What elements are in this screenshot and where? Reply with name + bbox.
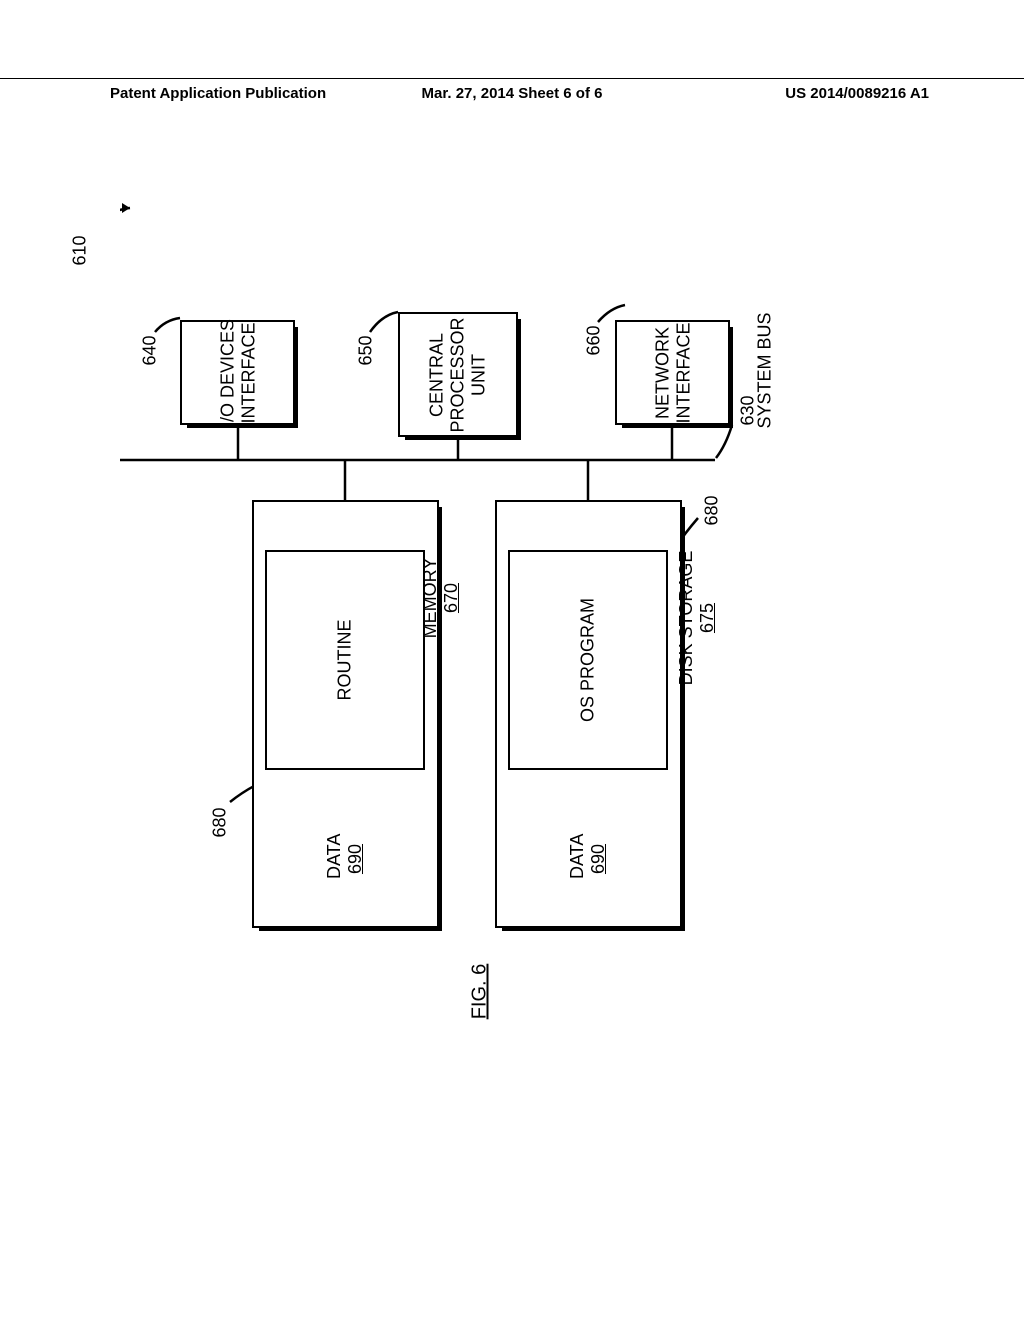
box-io: I/O DEVICES INTERFACE xyxy=(180,320,295,425)
io-line2: INTERFACE xyxy=(238,322,259,423)
label-680-left: 680 xyxy=(210,803,231,843)
net-line2: INTERFACE xyxy=(673,322,694,423)
figure-label: FIG. 6 xyxy=(469,957,492,1027)
data2-label: DATA 690 xyxy=(567,839,609,879)
routine-title: ROUTINE xyxy=(335,620,356,701)
disk-title: DISK STORAGE 675 xyxy=(676,548,718,688)
cpu-line2: PROCESSOR xyxy=(448,317,469,432)
box-routine: ROUTINE xyxy=(265,550,425,770)
label-650: 650 xyxy=(356,331,377,371)
memory-title: MEMORY 670 xyxy=(420,553,462,643)
label-680-right: 680 xyxy=(702,491,723,531)
diagram: 610 xyxy=(120,200,900,1100)
cpu-line1: CENTRAL xyxy=(427,333,448,417)
header-right: US 2014/0089216 A1 xyxy=(785,85,929,102)
osprogram-title: OS PROGRAM xyxy=(578,598,599,722)
label-610: 610 xyxy=(70,231,91,271)
box-net: NETWORK INTERFACE xyxy=(615,320,730,425)
net-line1: NETWORK xyxy=(652,327,673,419)
label-640: 640 xyxy=(140,331,161,371)
box-osprogram: OS PROGRAM xyxy=(508,550,668,770)
label-660: 660 xyxy=(584,321,605,361)
io-line1: I/O DEVICES xyxy=(217,318,238,426)
page-header: Patent Application Publication Mar. 27, … xyxy=(0,78,1024,102)
label-630: 630 xyxy=(738,391,759,431)
cpu-line3: UNIT xyxy=(469,354,490,396)
box-cpu: CENTRAL PROCESSOR UNIT xyxy=(398,312,518,437)
data1-label: DATA 690 xyxy=(324,839,366,879)
header-center: Mar. 27, 2014 Sheet 6 of 6 xyxy=(422,85,603,102)
header-left: Patent Application Publication xyxy=(110,85,326,102)
